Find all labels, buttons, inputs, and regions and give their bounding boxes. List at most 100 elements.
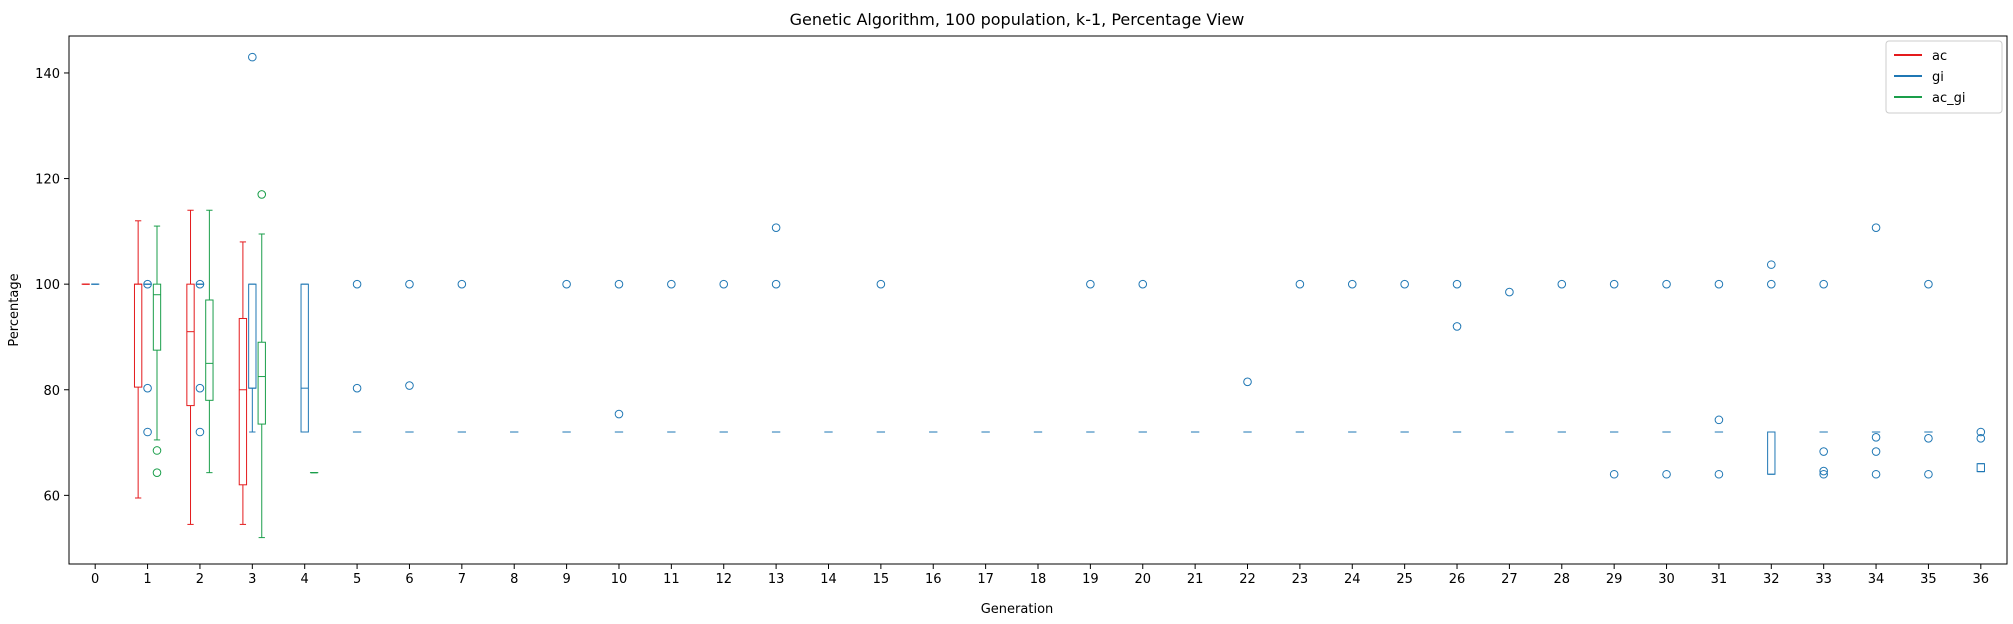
x-tick-label: 11 <box>663 572 680 587</box>
x-tick-label: 13 <box>768 572 785 587</box>
x-tick-label: 2 <box>196 572 204 587</box>
x-tick-label: 36 <box>1973 572 1990 587</box>
outlier-point <box>1714 469 1724 479</box>
box-gi-gen-25 <box>1400 279 1409 433</box>
x-tick-label: 9 <box>562 572 570 587</box>
outlier-point <box>1609 279 1619 289</box>
outlier-point <box>1871 432 1881 442</box>
box-body <box>186 283 195 407</box>
outlier-point <box>1871 447 1881 456</box>
outlier-point <box>352 279 362 289</box>
box-gi-gen-23 <box>1295 279 1305 433</box>
box-gi-gen-33 <box>1819 279 1828 479</box>
outlier-point <box>1819 447 1828 456</box>
box-gi-gen-11 <box>667 279 676 433</box>
x-tick-label: 23 <box>1292 572 1309 587</box>
outlier-point <box>876 279 886 289</box>
box-gi-gen-24 <box>1347 279 1357 433</box>
outlier-point <box>1295 279 1305 289</box>
box-ac-gen-2 <box>186 209 195 525</box>
box-body <box>238 317 248 486</box>
box-gi-gen-32 <box>1766 260 1776 475</box>
outlier-point <box>195 383 205 393</box>
box-body <box>133 283 143 388</box>
box-gi-gen-19 <box>1086 279 1095 433</box>
x-tick-label: 16 <box>925 572 942 587</box>
box-ac_gi-gen-2 <box>205 209 214 474</box>
outlier-point <box>1662 469 1671 479</box>
box-body <box>152 283 162 351</box>
box-gi-gen-27 <box>1505 287 1514 433</box>
box-gi-gen-28 <box>1557 279 1567 433</box>
y-tick-label: 120 <box>35 173 60 188</box>
outlier-point <box>1924 469 1933 479</box>
x-tick-label: 3 <box>248 572 256 587</box>
x-tick-label: 0 <box>91 572 99 587</box>
outlier-point <box>771 279 781 289</box>
outlier-point <box>1714 279 1724 289</box>
x-tick-label: 21 <box>1187 572 1204 587</box>
x-tick-label: 22 <box>1239 572 1256 587</box>
outlier-point <box>667 279 676 289</box>
x-tick-label: 30 <box>1658 572 1675 587</box>
x-tick-label: 19 <box>1082 572 1099 587</box>
axes-frame <box>68 35 2008 565</box>
outlier-point <box>143 427 152 437</box>
chart-title: Genetic Algorithm, 100 population, k-1, … <box>790 10 1245 29</box>
x-tick-label: 15 <box>873 572 890 587</box>
legend-label: gi <box>1932 70 1944 85</box>
box-gi-gen-29 <box>1609 279 1619 479</box>
outlier-point <box>1347 279 1357 289</box>
legend-label: ac <box>1932 49 1947 64</box>
box-body <box>205 299 214 401</box>
outlier-point <box>152 468 162 477</box>
box-body <box>257 341 266 425</box>
y-axis-ticks: 60 80 100 120 140 <box>35 67 69 504</box>
outlier-point <box>257 190 267 199</box>
x-tick-label: 26 <box>1449 572 1466 587</box>
box-ac_gi-gen-3 <box>257 190 267 539</box>
box-gi-gen-1 <box>143 279 152 437</box>
outlier-point <box>195 427 205 437</box>
box-gi-gen-13 <box>771 223 781 433</box>
box-gi-gen-35 <box>1924 279 1933 479</box>
outlier-point <box>719 279 729 289</box>
y-tick-label: 80 <box>43 384 60 399</box>
outlier-point <box>152 446 162 455</box>
y-axis-label: Percentage <box>7 273 22 346</box>
x-tick-label: 1 <box>143 572 151 587</box>
x-tick-label: 24 <box>1344 572 1361 587</box>
outlier-point <box>1662 279 1671 289</box>
x-tick-label: 18 <box>1030 572 1047 587</box>
legend-box <box>1885 40 2003 114</box>
box-gi-gen-22 <box>1243 377 1252 433</box>
box-body <box>1767 431 1776 475</box>
x-tick-label: 7 <box>458 572 466 587</box>
outlier-point <box>771 223 781 232</box>
legend-label: ac_gi <box>1932 91 1965 106</box>
box-gi-gen-6 <box>405 279 414 433</box>
outlier-point <box>1766 260 1776 269</box>
box-body <box>248 283 257 389</box>
box-ac-gen-1 <box>133 220 143 499</box>
outlier-point <box>143 383 152 393</box>
outlier-point <box>1086 279 1095 289</box>
box-gi-gen-5 <box>352 279 362 433</box>
x-tick-label: 12 <box>715 572 732 587</box>
x-axis-ticks: 0 1 2 3 4 5 6 7 8 9 10 11 12 13 14 15 16 17 18 19 20 21 22 23 24… <box>91 564 1989 587</box>
outlier-point <box>248 52 257 62</box>
box-gi-gen-4 <box>300 283 309 433</box>
x-tick-label: 32 <box>1763 572 1780 587</box>
legend: ac gi ac_gi <box>1885 40 2003 114</box>
outlier-point <box>1976 434 1986 443</box>
box-gi-gen-26 <box>1452 279 1462 433</box>
y-tick-label: 140 <box>35 67 60 82</box>
x-tick-label: 8 <box>510 572 518 587</box>
x-tick-label: 17 <box>977 572 994 587</box>
box-gi-gen-30 <box>1662 279 1671 479</box>
outlier-point <box>457 279 467 289</box>
x-tick-label: 5 <box>353 572 361 587</box>
box-gi-gen-34 <box>1871 223 1881 479</box>
x-tick-label: 29 <box>1606 572 1623 587</box>
